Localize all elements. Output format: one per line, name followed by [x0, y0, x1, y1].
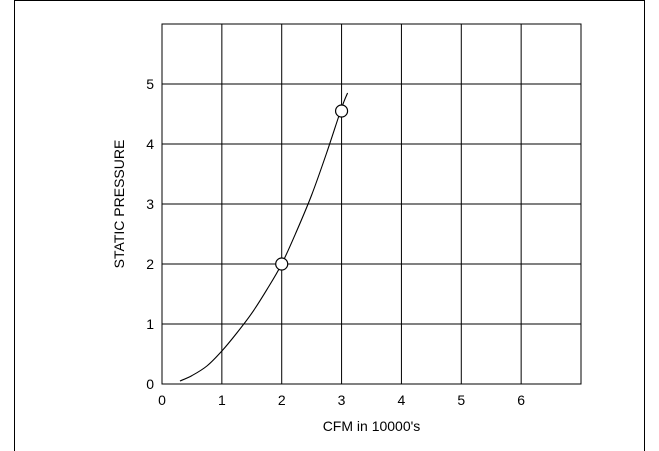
y-tick-label-0: 0 [146, 376, 154, 392]
x-tick-label-5: 5 [457, 392, 465, 408]
data-point-marker-1 [334, 104, 349, 118]
pressure-curve [179, 92, 349, 382]
y-tick-label-1: 1 [146, 316, 154, 332]
x-tick-label-1: 1 [218, 392, 226, 408]
y-tick-label-3: 3 [146, 196, 154, 212]
x-tick-label-4: 4 [398, 392, 406, 408]
x-tick-label-2: 2 [278, 392, 286, 408]
frame-left-border [14, 0, 15, 451]
x-axis-label: CFM in 10000's [323, 418, 421, 434]
data-markers [275, 104, 349, 271]
plot-area [161, 23, 582, 385]
frame-right-border [644, 0, 645, 451]
y-tick-label-2: 2 [146, 256, 154, 272]
grid-lines [162, 24, 581, 384]
y-tick-label-4: 4 [146, 136, 154, 152]
y-tick-label-5: 5 [146, 76, 154, 92]
x-tick-label-0: 0 [158, 392, 166, 408]
y-axis-label: STATIC PRESSURE [111, 140, 127, 269]
data-point-marker-0 [275, 257, 289, 271]
y-tick-labels: 0 1 2 3 4 5 [146, 76, 154, 392]
frame-top-border [14, 0, 645, 1]
x-tick-labels: 0 1 2 3 4 5 6 [158, 392, 525, 408]
x-tick-label-6: 6 [517, 392, 525, 408]
x-tick-label-3: 3 [338, 392, 346, 408]
